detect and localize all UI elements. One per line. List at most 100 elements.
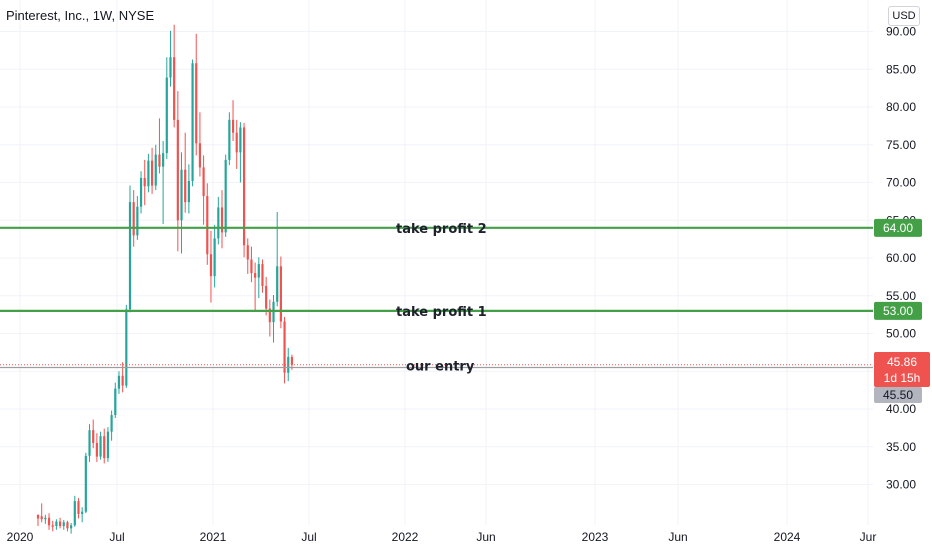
take-profit-label: take profit 2: [396, 222, 487, 237]
x-tick-label: Jun: [668, 530, 687, 544]
candle-body[interactable]: [165, 77, 168, 154]
candle-body[interactable]: [242, 127, 246, 246]
time-axis[interactable]: 2020 Jul 2021 Jul 2022 Jun 2023 Jun 2024 Jur: [7, 530, 877, 544]
candle-body[interactable]: [36, 514, 40, 519]
candle-body[interactable]: [125, 309, 128, 386]
candle-body[interactable]: [184, 169, 187, 203]
candle-body[interactable]: [173, 57, 176, 120]
candle-body[interactable]: [73, 501, 76, 526]
y-tick-label: 35.00: [886, 440, 916, 454]
candle-body[interactable]: [110, 415, 113, 432]
candle-body[interactable]: [272, 301, 275, 323]
candle-body[interactable]: [265, 285, 268, 309]
candle-body[interactable]: [268, 308, 271, 323]
candle-body[interactable]: [231, 119, 235, 133]
candle-body[interactable]: [254, 273, 257, 278]
candle-body[interactable]: [290, 356, 294, 365]
candle-body[interactable]: [55, 521, 58, 527]
candle-body[interactable]: [224, 159, 227, 233]
take-profit-label: take profit 1: [396, 305, 487, 320]
candle-body[interactable]: [246, 245, 249, 260]
candle-body[interactable]: [136, 206, 139, 236]
candle-body[interactable]: [176, 119, 179, 221]
candle-body[interactable]: [180, 169, 183, 221]
candle-body[interactable]: [66, 522, 69, 529]
candlestick-series[interactable]: [36, 24, 294, 534]
entry-label: our entry: [406, 360, 475, 375]
y-tick-label: 80.00: [886, 100, 916, 114]
price-axis[interactable]: 30.0035.0040.0045.0050.0055.0060.0065.00…: [874, 25, 930, 492]
candle-body[interactable]: [47, 517, 51, 526]
candle-body[interactable]: [198, 143, 202, 168]
horizontal-levels[interactable]: [0, 226, 873, 369]
candle-body[interactable]: [128, 202, 132, 310]
candle-body[interactable]: [187, 181, 190, 203]
candle-body[interactable]: [276, 266, 279, 302]
y-tick-label: 50.00: [886, 327, 916, 341]
take-profit-price-label: 64.00: [883, 221, 913, 235]
candle-body[interactable]: [106, 431, 110, 459]
candle-body[interactable]: [117, 375, 121, 389]
candle-body[interactable]: [261, 264, 264, 286]
candle-body[interactable]: [143, 177, 146, 187]
candle-body[interactable]: [169, 57, 172, 78]
candle-body[interactable]: [99, 436, 102, 457]
candle-body[interactable]: [121, 375, 124, 386]
candle-body[interactable]: [70, 525, 73, 529]
countdown-label: 1d 15h: [884, 371, 921, 385]
x-tick-label: 2022: [392, 530, 419, 544]
x-tick-label: 2024: [774, 530, 801, 544]
candle-body[interactable]: [228, 119, 231, 160]
y-tick-label: 85.00: [886, 62, 916, 76]
candle-body[interactable]: [84, 455, 87, 512]
currency-button[interactable]: USD: [888, 6, 920, 26]
take-profit-price-label: 53.00: [883, 304, 913, 318]
candle-body[interactable]: [220, 207, 224, 233]
y-tick-label: 30.00: [886, 478, 916, 492]
candle-body[interactable]: [44, 517, 47, 520]
candle-body[interactable]: [51, 525, 54, 527]
candle-body[interactable]: [195, 63, 198, 144]
candle-body[interactable]: [150, 160, 154, 186]
candle-body[interactable]: [81, 511, 84, 514]
y-tick-label: 75.00: [886, 138, 916, 152]
candle-body[interactable]: [158, 154, 161, 167]
candle-body[interactable]: [250, 259, 253, 274]
candle-body[interactable]: [92, 430, 95, 443]
candle-body[interactable]: [279, 266, 282, 322]
candle-body[interactable]: [217, 207, 220, 239]
candle-body[interactable]: [132, 202, 135, 236]
candle-body[interactable]: [62, 522, 65, 527]
candle-body[interactable]: [257, 264, 260, 278]
candle-body[interactable]: [191, 63, 194, 182]
candle-body[interactable]: [114, 388, 117, 416]
y-tick-label: 60.00: [886, 251, 916, 265]
candle-body[interactable]: [147, 160, 150, 187]
x-tick-label: 2021: [200, 530, 227, 544]
candle-body[interactable]: [206, 196, 209, 255]
candle-body[interactable]: [162, 153, 165, 167]
candle-body[interactable]: [213, 238, 216, 277]
candle-body[interactable]: [88, 430, 91, 456]
y-tick-label: 90.00: [886, 25, 916, 39]
x-tick-label: Jun: [476, 530, 495, 544]
candle-body[interactable]: [139, 177, 143, 207]
candle-body[interactable]: [209, 254, 213, 277]
candle-body[interactable]: [235, 132, 238, 153]
candle-body[interactable]: [239, 127, 242, 153]
candle-body[interactable]: [103, 436, 106, 459]
last-price-badge: [874, 352, 930, 387]
take-profit-price-badge: [874, 218, 922, 237]
last-price-label: 45.86: [887, 355, 917, 369]
candle-body[interactable]: [202, 167, 205, 197]
candle-body[interactable]: [95, 443, 98, 457]
candle-body[interactable]: [77, 501, 80, 514]
x-tick-label: Jur: [860, 530, 877, 544]
candle-body[interactable]: [58, 521, 62, 527]
candle-body[interactable]: [154, 154, 157, 186]
candle-body[interactable]: [40, 516, 43, 520]
candle-body[interactable]: [283, 321, 286, 373]
y-tick-label: 70.00: [886, 176, 916, 190]
